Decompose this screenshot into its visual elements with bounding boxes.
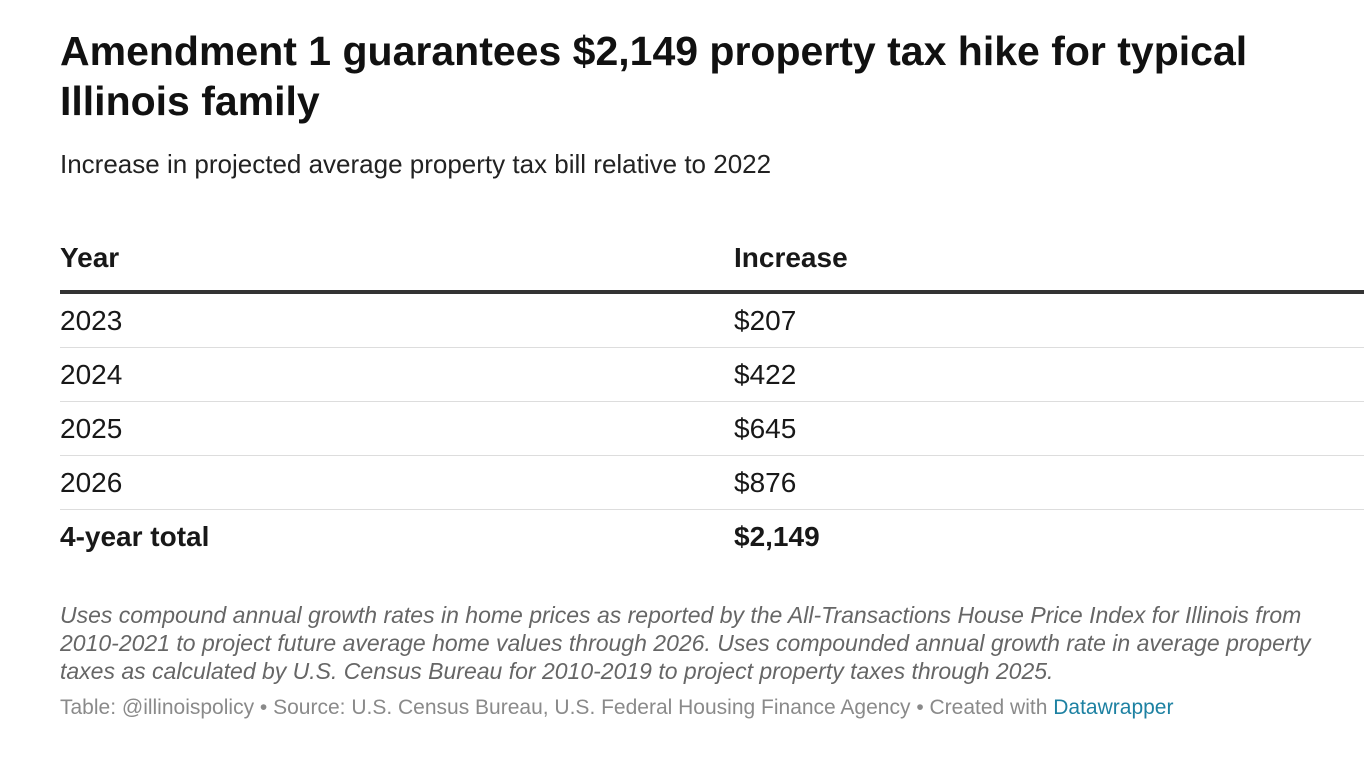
column-header-increase[interactable]: Increase (734, 242, 848, 273)
data-table: Year Increase 2023 $207 2024 $422 2025 $… (60, 234, 1364, 563)
year-cell: 2023 (60, 305, 123, 336)
year-cell: 2025 (60, 413, 123, 444)
table-row-total: 4-year total $2,149 (60, 510, 1364, 563)
chart-notes: Uses compound annual growth rates in hom… (60, 602, 1311, 684)
created-with-text: Created with (929, 696, 1048, 719)
increase-cell: $645 (734, 413, 797, 444)
total-value-cell: $2,149 (734, 521, 820, 552)
chart-subtitle: Increase in projected average property t… (60, 149, 772, 179)
table-header: Year Increase (60, 234, 1364, 294)
table-row: 2024 $422 (60, 348, 1364, 402)
chart-footer: Table: @illinoispolicy • Source: U.S. Ce… (60, 694, 1173, 722)
chart-title: Amendment 1 guarantees $2,149 property t… (60, 28, 1248, 124)
increase-cell: $422 (734, 359, 797, 390)
table-row: 2023 $207 (60, 294, 1364, 348)
footer-separator: • (259, 696, 268, 719)
year-cell: 2024 (60, 359, 123, 390)
column-header-year[interactable]: Year (60, 242, 120, 273)
year-cell: 2026 (60, 467, 123, 498)
footer-separator: • (916, 696, 924, 719)
table-credit: Table: @illinoispolicy (60, 696, 255, 719)
datawrapper-link[interactable]: Datawrapper (1053, 696, 1174, 719)
total-label-cell: 4-year total (60, 521, 210, 552)
table-row: 2026 $876 (60, 456, 1364, 510)
table-row: 2025 $645 (60, 402, 1364, 456)
source-text: Source: U.S. Census Bureau, U.S. Federal… (273, 696, 911, 719)
increase-cell: $207 (734, 305, 797, 336)
increase-cell: $876 (734, 467, 797, 498)
